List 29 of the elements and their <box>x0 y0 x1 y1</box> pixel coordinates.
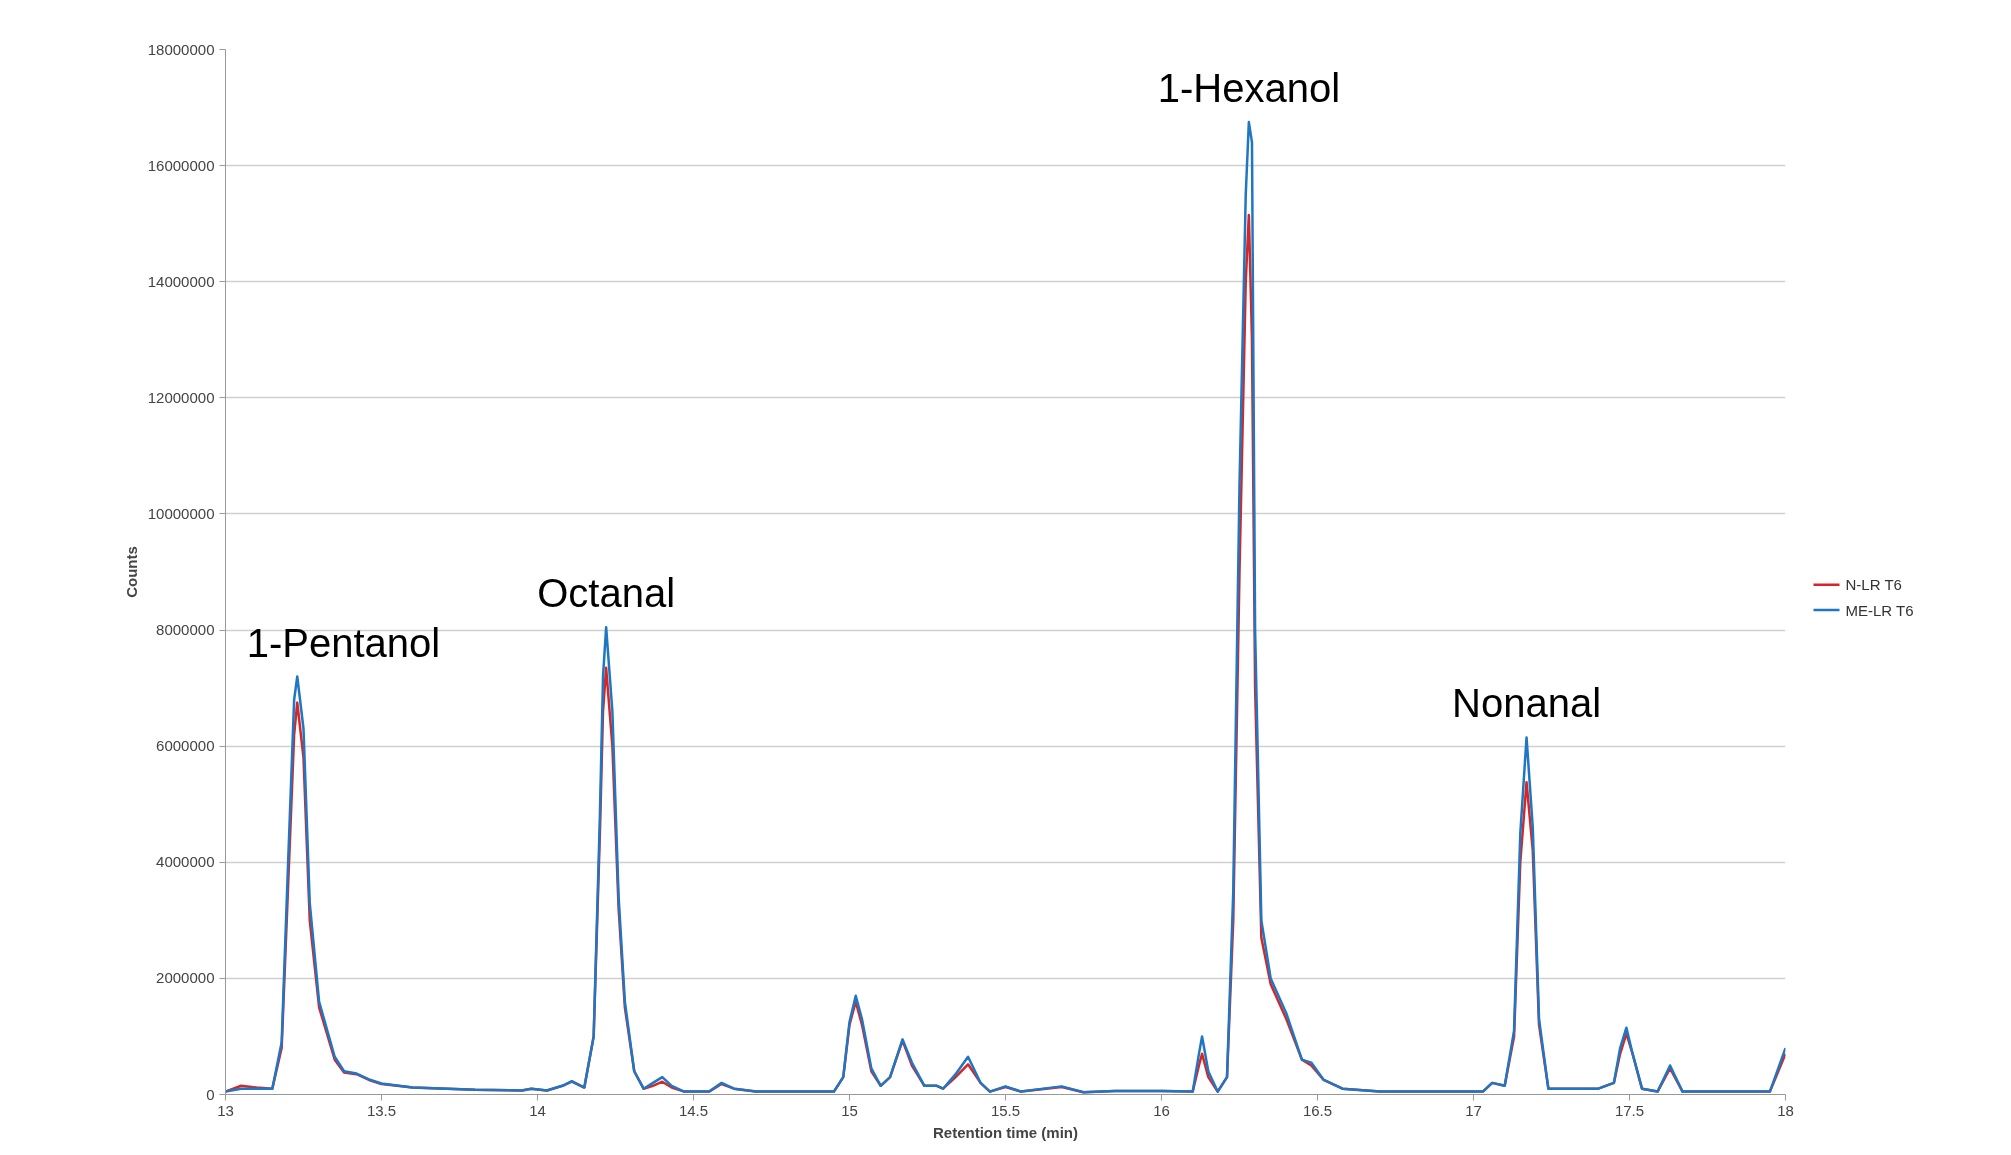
x-tick-label: 16 <box>1153 1101 1170 1119</box>
y-tick-label: 8000000 <box>156 621 215 639</box>
x-tick-label: 17.5 <box>1614 1101 1645 1119</box>
y-tick-label: 6000000 <box>156 737 215 755</box>
x-tick-label: 17 <box>1465 1101 1482 1119</box>
x-tick-label: 14 <box>529 1101 546 1119</box>
y-tick-label: 14000000 <box>147 272 215 290</box>
y-tick-label: 12000000 <box>147 388 215 406</box>
annotation: Octanal <box>537 571 676 616</box>
x-tick-label: 16.5 <box>1302 1101 1333 1119</box>
legend-label: ME-LR T6 <box>1845 601 1914 619</box>
y-tick-label: 4000000 <box>156 853 215 871</box>
y-tick-label: 0 <box>206 1085 215 1103</box>
x-tick-label: 13 <box>217 1101 234 1119</box>
y-tick-label: 16000000 <box>147 156 215 174</box>
x-tick-label: 18 <box>1777 1101 1794 1119</box>
y-axis-title: Counts <box>122 546 140 598</box>
y-tick-label: 2000000 <box>156 969 215 987</box>
y-tick-label: 10000000 <box>147 504 215 522</box>
x-tick-label: 15 <box>841 1101 858 1119</box>
x-axis-title: Retention time (min) <box>933 1123 1078 1141</box>
annotation: 1-Hexanol <box>1157 66 1341 111</box>
x-tick-label: 15.5 <box>990 1101 1021 1119</box>
x-tick-label: 14.5 <box>678 1101 709 1119</box>
x-tick-label: 13.5 <box>366 1101 397 1119</box>
annotation: 1-Pentanol <box>246 620 441 665</box>
annotation: Nonanal <box>1452 681 1602 726</box>
legend-label: N-LR T6 <box>1845 576 1902 594</box>
y-tick-label: 18000000 <box>147 40 215 58</box>
